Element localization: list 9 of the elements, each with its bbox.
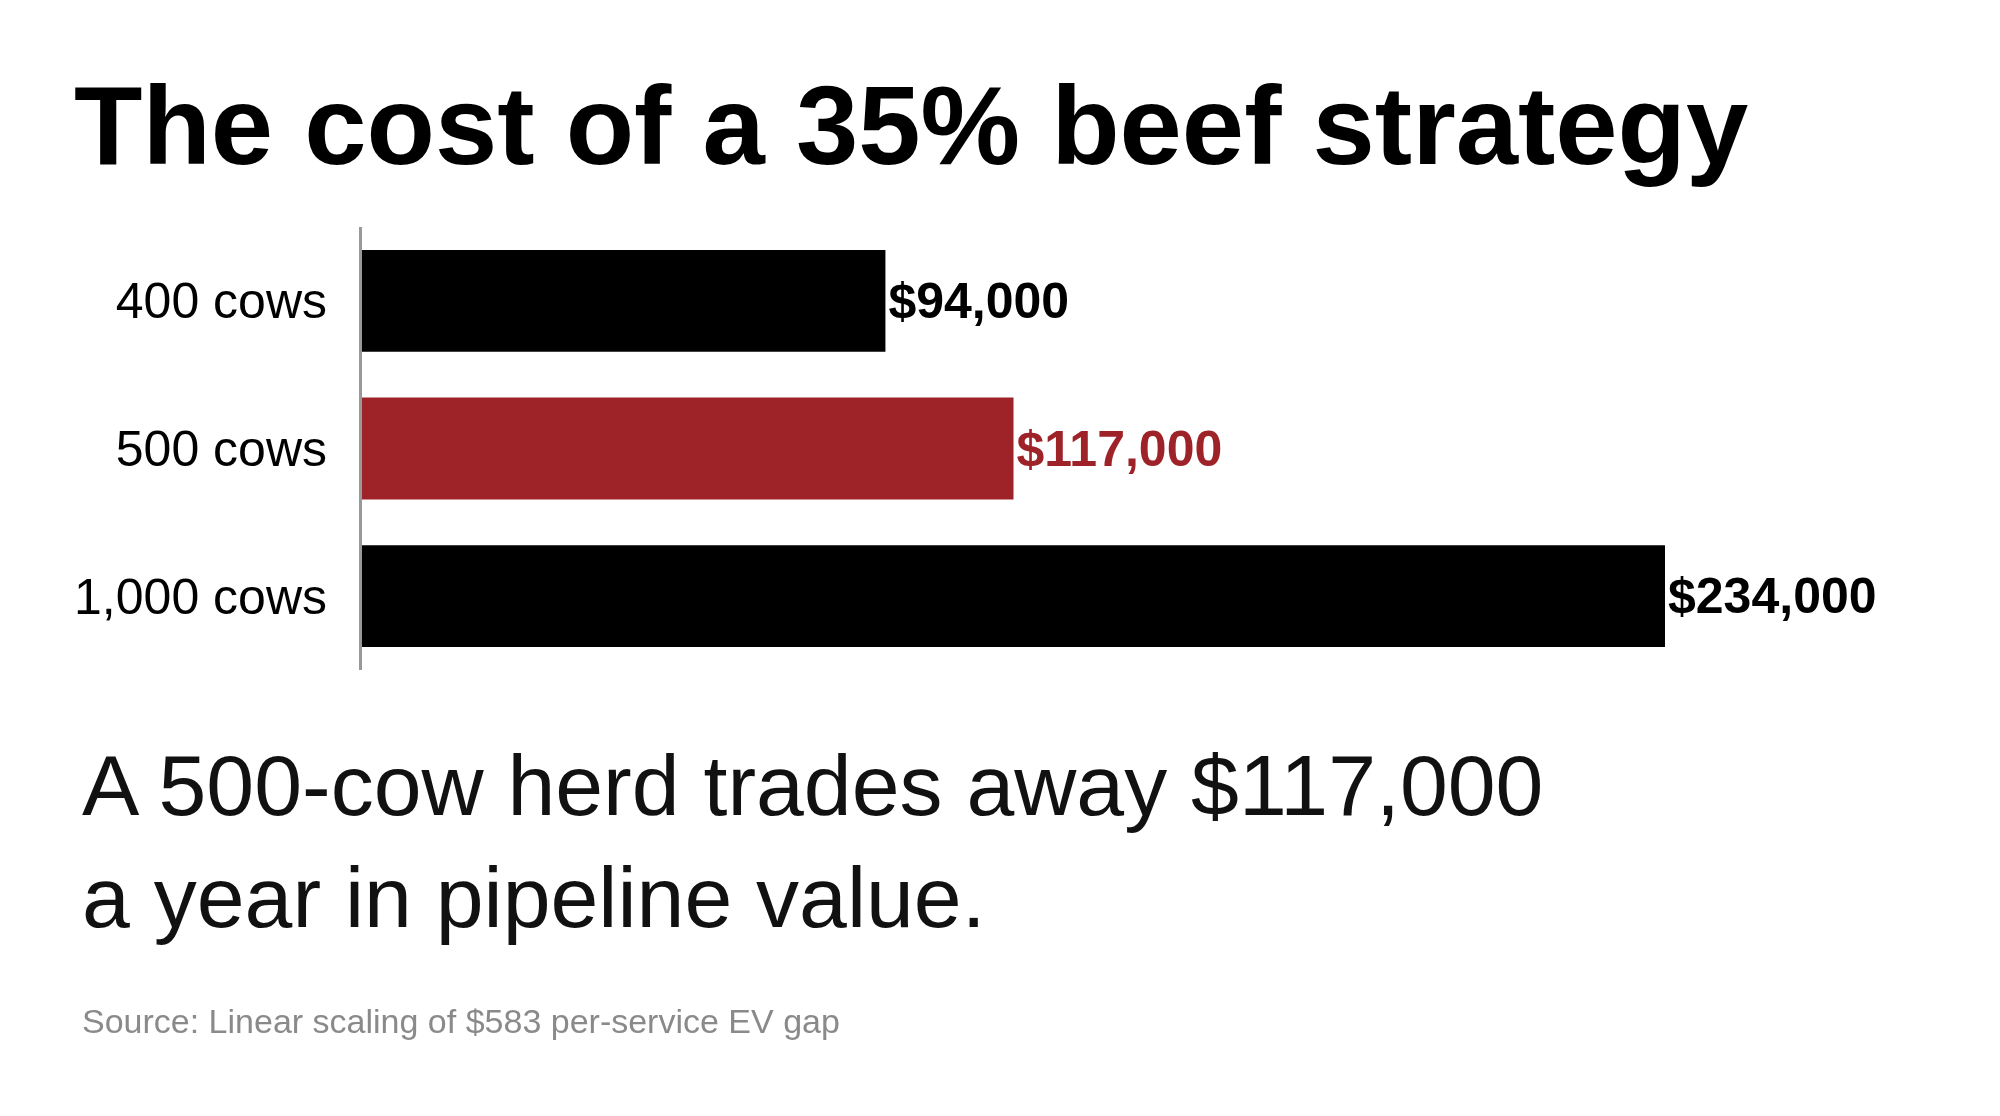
source-note: Source: Linear scaling of $583 per-service EV gap <box>82 1002 840 1040</box>
y-tick-label: 1,000 cows <box>74 568 327 625</box>
y-tick-label: 400 cows <box>115 273 327 330</box>
y-tick-label: 500 cows <box>115 421 327 477</box>
text: A 500-cow herd trades away $117,000 a year in pipeline value. <box>82 737 1544 945</box>
chart-title: The cost of a 35% beef strategy <box>74 63 1749 189</box>
data-label: $117,000 <box>1016 420 1223 477</box>
data-label: $94,000 <box>888 272 1070 329</box>
data-label: $234,000 <box>1668 568 1877 625</box>
